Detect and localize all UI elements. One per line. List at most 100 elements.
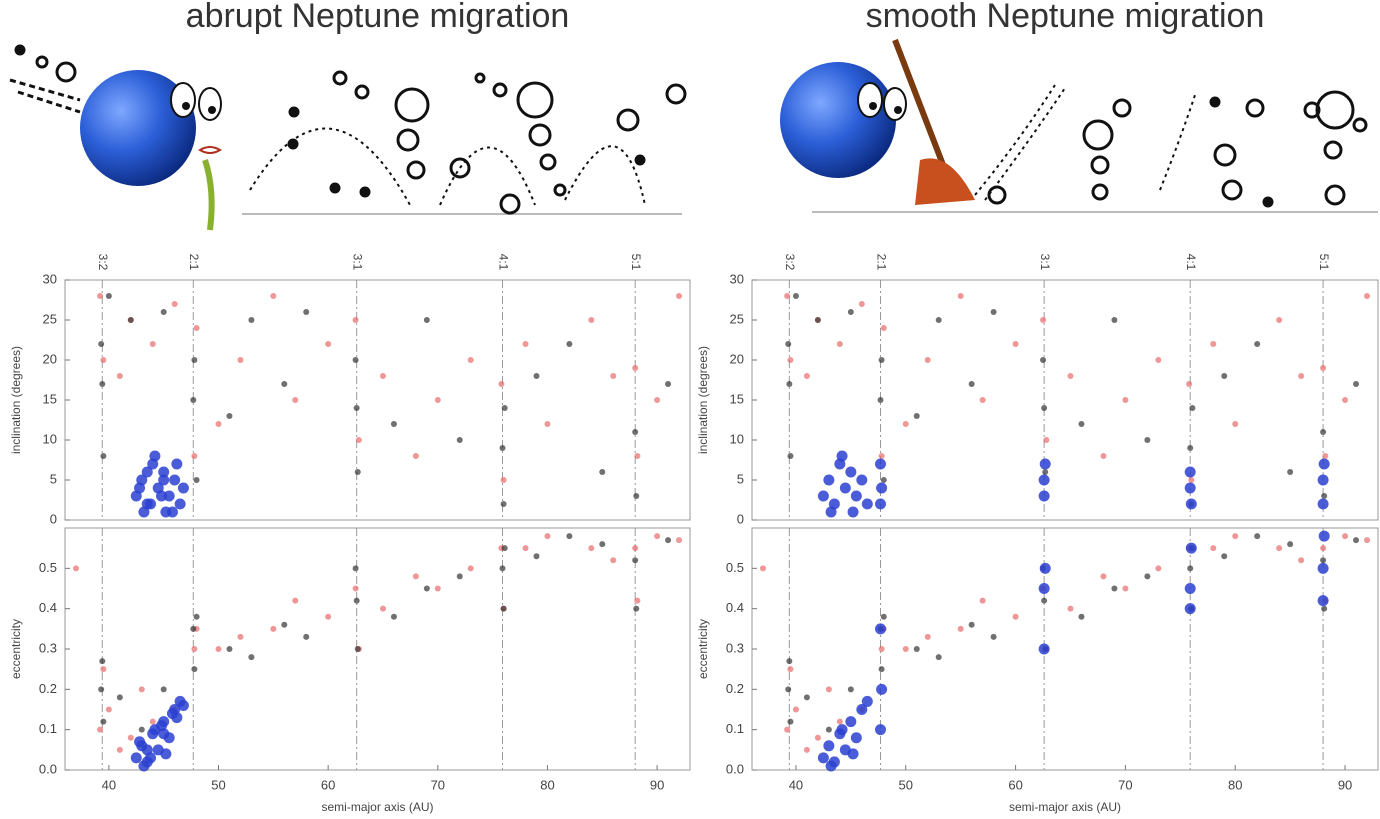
data-point	[100, 453, 107, 459]
data-point	[1353, 537, 1360, 544]
data-point	[467, 357, 474, 363]
data-point	[138, 686, 145, 693]
data-point	[423, 585, 430, 592]
data-point	[786, 658, 793, 665]
y-tick-label: 20	[730, 351, 744, 366]
data-point	[979, 397, 986, 403]
data-point	[787, 453, 794, 459]
data-point	[1254, 533, 1261, 540]
data-point	[1188, 477, 1195, 483]
data-point	[847, 748, 859, 760]
data-point	[787, 718, 794, 725]
data-point	[990, 633, 997, 640]
data-point	[1221, 373, 1228, 379]
data-point	[1353, 381, 1360, 387]
data-point	[1038, 643, 1050, 655]
data-point	[1040, 317, 1047, 323]
data-point	[1184, 583, 1196, 594]
data-point	[990, 309, 997, 315]
y-tick-label: 0	[50, 511, 57, 526]
data-point	[803, 373, 810, 379]
data-point	[676, 537, 683, 544]
data-point	[876, 482, 888, 494]
data-point	[924, 357, 931, 363]
data-point	[390, 613, 397, 620]
data-point	[1210, 341, 1217, 347]
data-point	[1185, 542, 1197, 554]
data-point	[177, 699, 189, 711]
data-point	[759, 565, 766, 572]
data-point	[880, 613, 887, 620]
data-point	[1078, 613, 1085, 620]
data-point	[836, 341, 843, 347]
resonance-label: 4:1	[1184, 254, 1198, 271]
data-point	[1111, 317, 1118, 323]
resonance-label: 4:1	[496, 254, 510, 271]
y-axis-label: inclination (degrees)	[696, 346, 710, 454]
data-point	[141, 744, 153, 756]
data-point	[654, 533, 661, 540]
data-point	[874, 623, 886, 635]
x-tick-label: 70	[431, 777, 445, 792]
x-tick-label: 40	[102, 777, 116, 792]
data-point	[116, 746, 123, 753]
data-point	[193, 477, 200, 483]
data-point	[1254, 341, 1261, 347]
data-point	[632, 429, 639, 435]
x-tick-label: 90	[1338, 777, 1352, 792]
data-point	[676, 293, 683, 299]
data-point	[1041, 405, 1048, 411]
data-point	[632, 545, 639, 552]
data-point	[1189, 405, 1196, 411]
data-point	[1042, 469, 1049, 475]
data-point	[876, 683, 888, 695]
data-point	[1342, 397, 1349, 403]
data-point	[138, 726, 145, 733]
resonance-label: 5:1	[629, 254, 643, 271]
data-point	[325, 613, 332, 620]
data-point	[1187, 565, 1194, 572]
y-axis-label: eccentricity	[9, 619, 23, 679]
data-point	[166, 506, 178, 518]
y-tick-label: 0.2	[726, 681, 744, 696]
data-point	[847, 506, 859, 518]
data-point	[160, 309, 167, 315]
data-point	[1155, 565, 1162, 572]
data-point	[544, 421, 551, 427]
data-point	[1210, 545, 1217, 552]
data-point	[379, 373, 386, 379]
data-point	[1320, 365, 1327, 371]
data-point	[1232, 533, 1239, 540]
data-point	[825, 686, 832, 693]
data-point	[902, 421, 909, 427]
data-point	[856, 704, 868, 715]
data-point	[878, 453, 885, 459]
data-point	[1287, 541, 1294, 548]
data-point	[171, 301, 178, 307]
data-point	[193, 325, 200, 331]
data-point	[814, 734, 821, 741]
data-point	[856, 474, 868, 486]
data-point	[566, 341, 573, 347]
data-point	[138, 760, 150, 772]
data-point	[160, 686, 167, 693]
data-point	[1298, 373, 1305, 379]
data-point	[861, 498, 873, 510]
data-point	[434, 397, 441, 403]
data-point	[1318, 458, 1330, 470]
x-tick-label: 80	[1228, 777, 1242, 792]
data-point	[1317, 474, 1329, 486]
data-point	[610, 557, 617, 564]
data-point	[845, 466, 857, 478]
data-point	[913, 413, 920, 419]
data-point	[665, 381, 672, 387]
data-point	[1067, 605, 1074, 612]
data-point	[968, 621, 975, 628]
data-point	[1012, 341, 1019, 347]
resonance-label: 5:1	[1317, 254, 1331, 271]
data-point	[1184, 482, 1196, 494]
data-point	[303, 309, 310, 315]
data-point	[845, 716, 857, 728]
data-point	[861, 695, 873, 707]
